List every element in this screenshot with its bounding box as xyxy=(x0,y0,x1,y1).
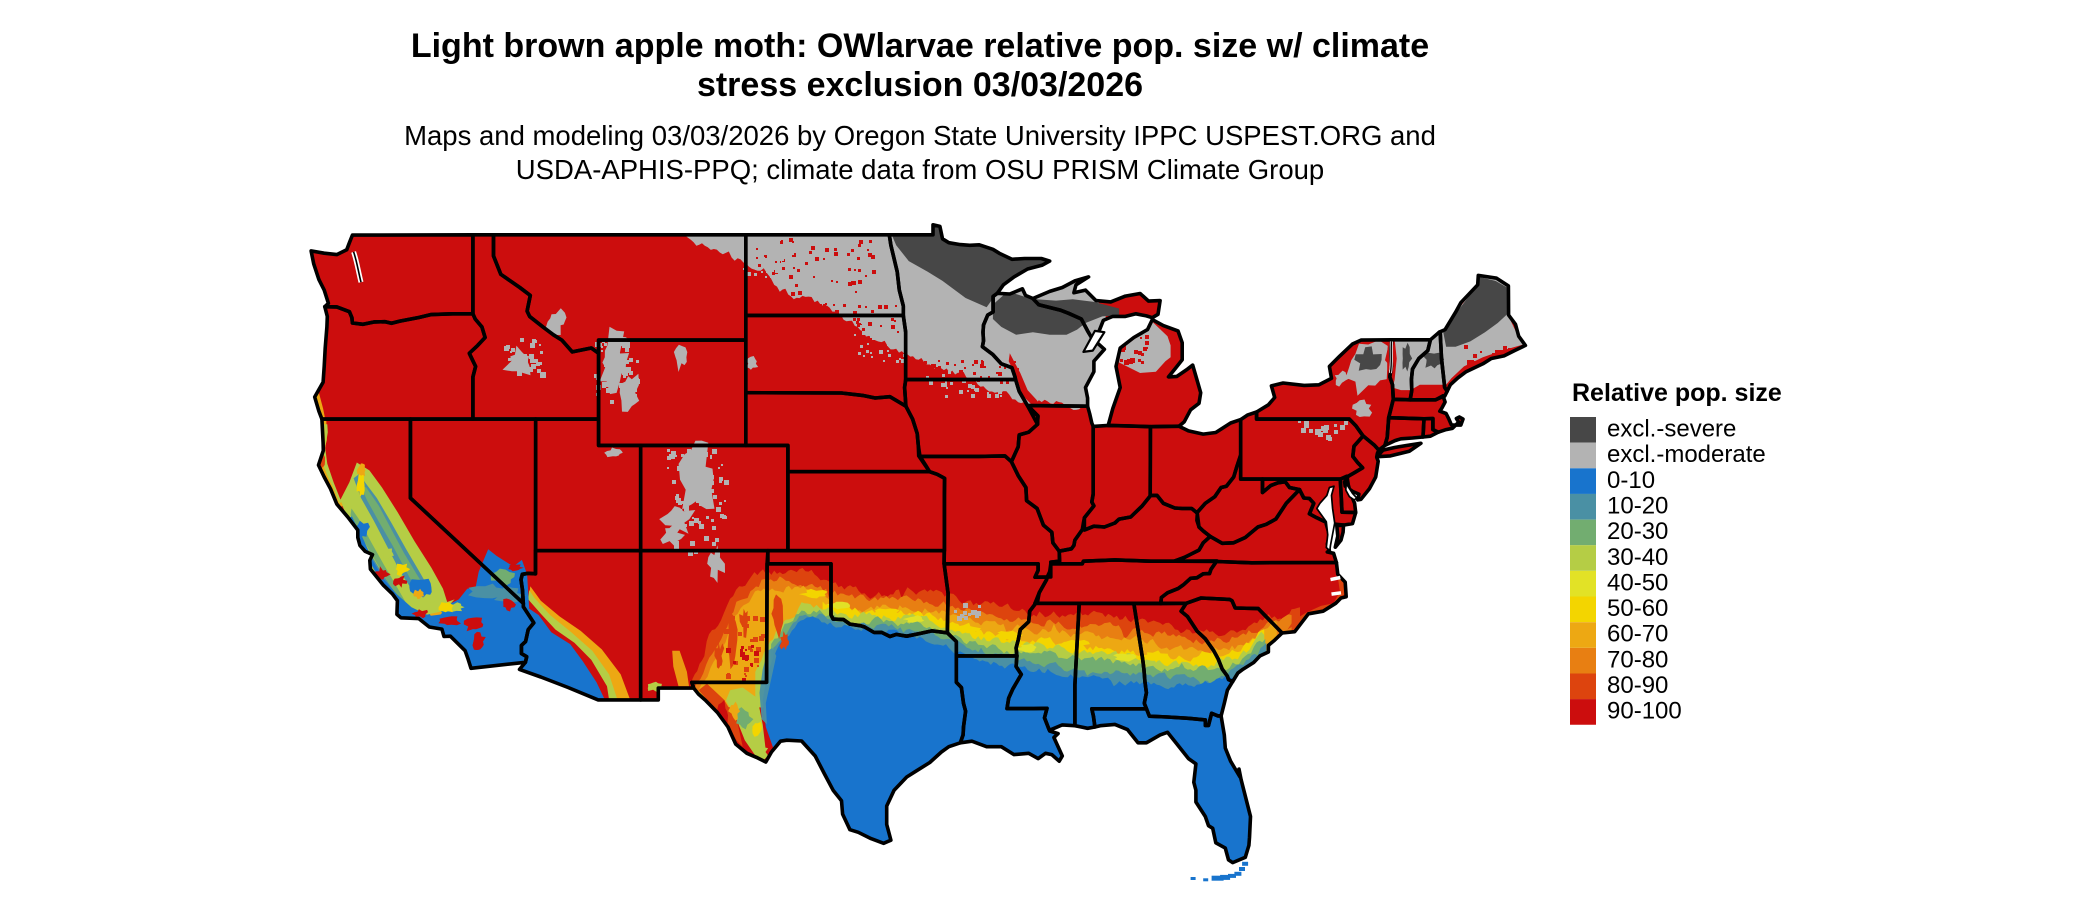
svg-text:0-10: 0-10 xyxy=(1607,467,1655,494)
svg-text:Light brown apple moth: OWlarv: Light brown apple moth: OWlarvae relativ… xyxy=(411,27,1429,65)
svg-text:10-20: 10-20 xyxy=(1607,493,1668,520)
svg-text:30-40: 30-40 xyxy=(1607,544,1668,571)
svg-text:60-70: 60-70 xyxy=(1607,621,1668,648)
svg-text:excl.-severe: excl.-severe xyxy=(1607,416,1736,443)
svg-text:80-90: 80-90 xyxy=(1607,672,1668,699)
svg-text:50-60: 50-60 xyxy=(1607,595,1668,622)
svg-text:Maps and modeling 03/03/2026 b: Maps and modeling 03/03/2026 by Oregon S… xyxy=(404,120,1436,151)
svg-text:40-50: 40-50 xyxy=(1607,569,1668,596)
svg-text:USDA-APHIS-PPQ; climate data f: USDA-APHIS-PPQ; climate data from OSU PR… xyxy=(516,154,1324,185)
svg-text:70-80: 70-80 xyxy=(1607,646,1668,673)
svg-text:90-100: 90-100 xyxy=(1607,698,1682,725)
svg-text:Relative pop. size: Relative pop. size xyxy=(1572,379,1782,407)
svg-text:excl.-moderate: excl.-moderate xyxy=(1607,441,1766,468)
svg-text:20-30: 20-30 xyxy=(1607,518,1668,545)
svg-text:stress exclusion 03/03/2026: stress exclusion 03/03/2026 xyxy=(697,66,1143,104)
